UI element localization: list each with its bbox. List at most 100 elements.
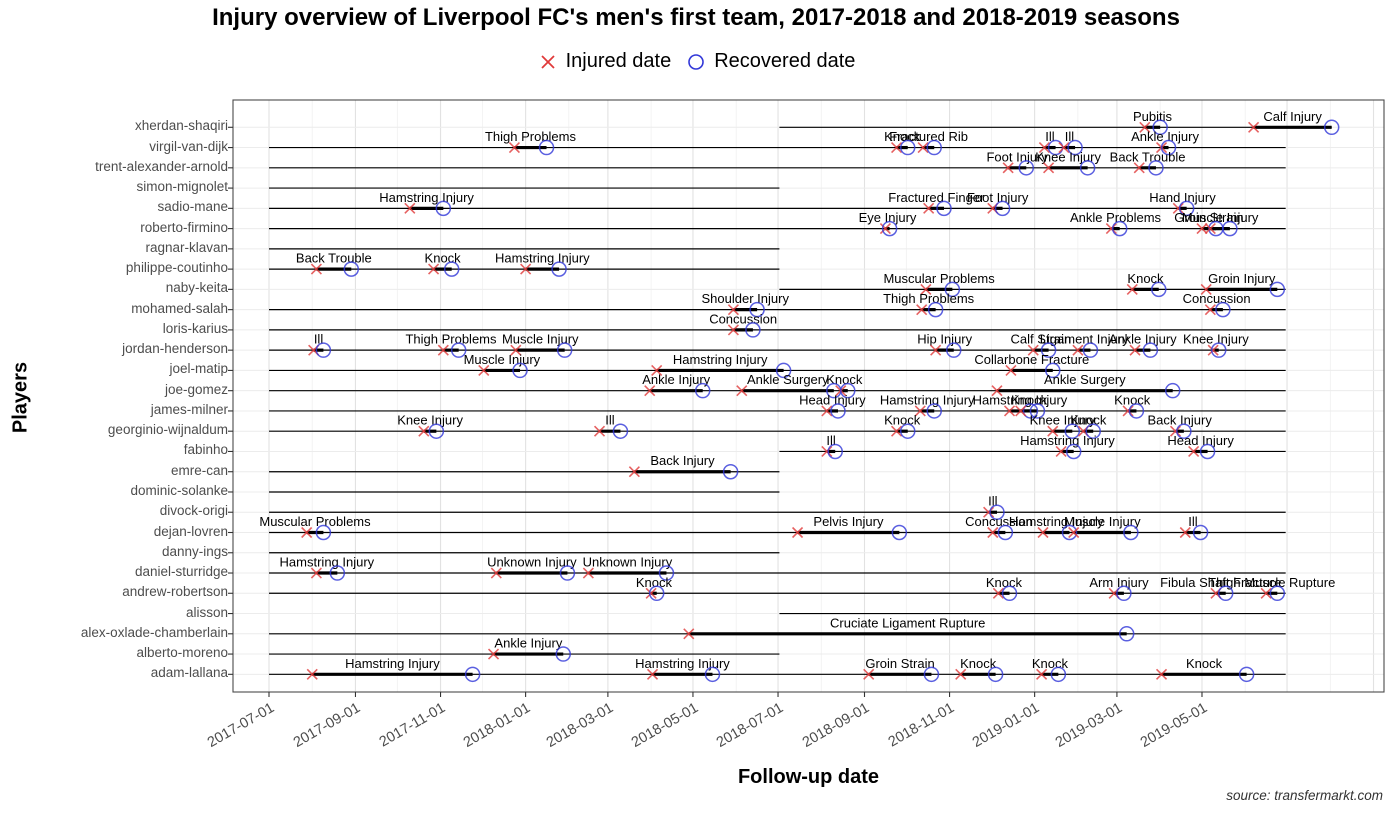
injured-x-marker [1002,162,1014,174]
injured-x-marker [508,141,521,154]
recovered-circle-marker [428,423,445,439]
injured-x-marker [1207,344,1219,356]
injured-x-marker [863,668,875,680]
injured-x-marker [914,405,926,417]
injured-x-marker [1129,344,1141,356]
player-label: loris-karius [162,320,228,336]
injury-label: Pelvis Injury [813,514,884,529]
injured-x-marker [582,567,594,579]
injured-x-marker [891,425,903,437]
injured-x-marker [1155,668,1168,680]
injured-x-marker [727,324,739,336]
recovered-circle-marker [936,200,952,217]
injury-label: Knock [1186,656,1223,671]
injury-label: Thigh Problems [883,291,975,306]
injury-label: Ill [1188,514,1198,529]
recovered-circle-marker [658,565,675,581]
recovered-circle-icon [688,53,705,70]
panel-border [232,99,1385,693]
injured-x-marker [418,425,430,437]
injury-label: Groin Injury [1208,271,1276,286]
injury-label: Hamstring Injury [1020,433,1115,448]
injured-x-marker [1200,283,1212,295]
recovered-circle-marker [840,382,856,399]
player-label: mohamed-salah [131,300,228,316]
injured-x-marker [628,466,640,478]
injured-x-marker [1188,445,1200,458]
injury-label: Muscle Injury [1064,514,1141,529]
recovered-circle-marker [926,403,942,419]
recovered-circle-marker [923,666,940,683]
injury-label: Head Injury [1167,433,1234,448]
injured-x-marker [1179,526,1191,539]
recovered-circle-marker [512,362,528,379]
recovered-circle-marker [1323,119,1340,136]
injury-label: Hamstring Injury [280,555,375,570]
recovered-circle-marker [899,139,916,156]
recovered-circle-marker [927,301,944,318]
recovered-circle-marker [1001,585,1018,602]
recovered-circle-marker [1222,220,1238,237]
recovered-circle-marker [926,139,942,156]
injured-x-marker [646,668,659,680]
caption: source: transfermarkt.com [1226,788,1383,803]
recovered-circle-marker [891,524,908,541]
injury-label: Ankle Injury [1131,129,1199,144]
recovered-circle-marker [1022,403,1039,419]
player-label: joe-gomez [164,381,228,397]
injury-label: Knee Injury [1183,332,1249,347]
recovered-circle-marker [1064,423,1081,439]
injury-label: Shoulder Injury [702,291,790,306]
injured-x-marker [1133,162,1145,174]
injured-x-marker [683,628,695,640]
recovered-circle-marker [464,666,481,683]
injury-label: Concussion [1183,291,1251,306]
injury-label: Knock [884,129,921,144]
player-label: fabinho [183,442,228,458]
injured-x-marker [1169,425,1182,437]
recovered-circle-marker [1111,220,1128,237]
player-label: naby-keita [165,280,228,296]
injury-label: Groin Strain [865,656,934,671]
injury-label: Concussion [709,311,777,326]
injured-x-marker [1043,162,1055,174]
player-label: dejan-lovren [153,523,228,539]
injured-x-marker [404,202,416,214]
injury-label: Knock [1127,271,1164,286]
injured-x-marker [1072,344,1084,356]
recovered-circle-marker [556,342,573,358]
recovered-circle-marker [435,200,452,217]
legend: Injured date Recovered date [0,50,1392,73]
player-label: trent-alexander-arnold [95,158,228,174]
recovered-circle-marker [343,261,360,277]
legend-injured-label: Injured date [565,50,672,72]
injury-label: Ankle Surgery [747,372,829,387]
injury-label: Thigh Problems [485,129,577,144]
recovered-circle-marker [538,139,555,156]
recovered-circle-marker [997,524,1014,541]
injury-label: Pubitis [1133,109,1173,124]
injured-x-marker [1248,121,1260,133]
injury-label: Hamstring Injury [673,352,768,367]
recovered-circle-marker [989,504,1005,520]
injured-x-marker [920,283,932,295]
injury-label: Hamstring Injury [880,392,975,407]
recovered-circle-marker [1269,281,1286,298]
injured-x-marker [1139,121,1151,133]
recovered-circle-marker [1151,281,1167,298]
recovered-circle-marker [315,524,332,541]
recovered-circle-marker [1178,200,1195,217]
injury-label: Muscle Injury [464,352,541,367]
injury-label: Ankle Surgery [1044,372,1126,387]
injured-x-marker [891,141,903,154]
injury-label: Knock [636,575,673,590]
injury-label: Thigh Problems [405,332,497,347]
recovered-circle-marker [1050,666,1067,683]
recovered-circle-marker [827,443,843,460]
chart-title: Injury overview of Liverpool FC's men's … [212,4,1180,31]
recovered-circle-marker [987,666,1004,683]
player-label: virgil-van-dijk [149,138,228,154]
injured-x-marker [310,567,322,579]
player-label: alisson [185,604,228,620]
